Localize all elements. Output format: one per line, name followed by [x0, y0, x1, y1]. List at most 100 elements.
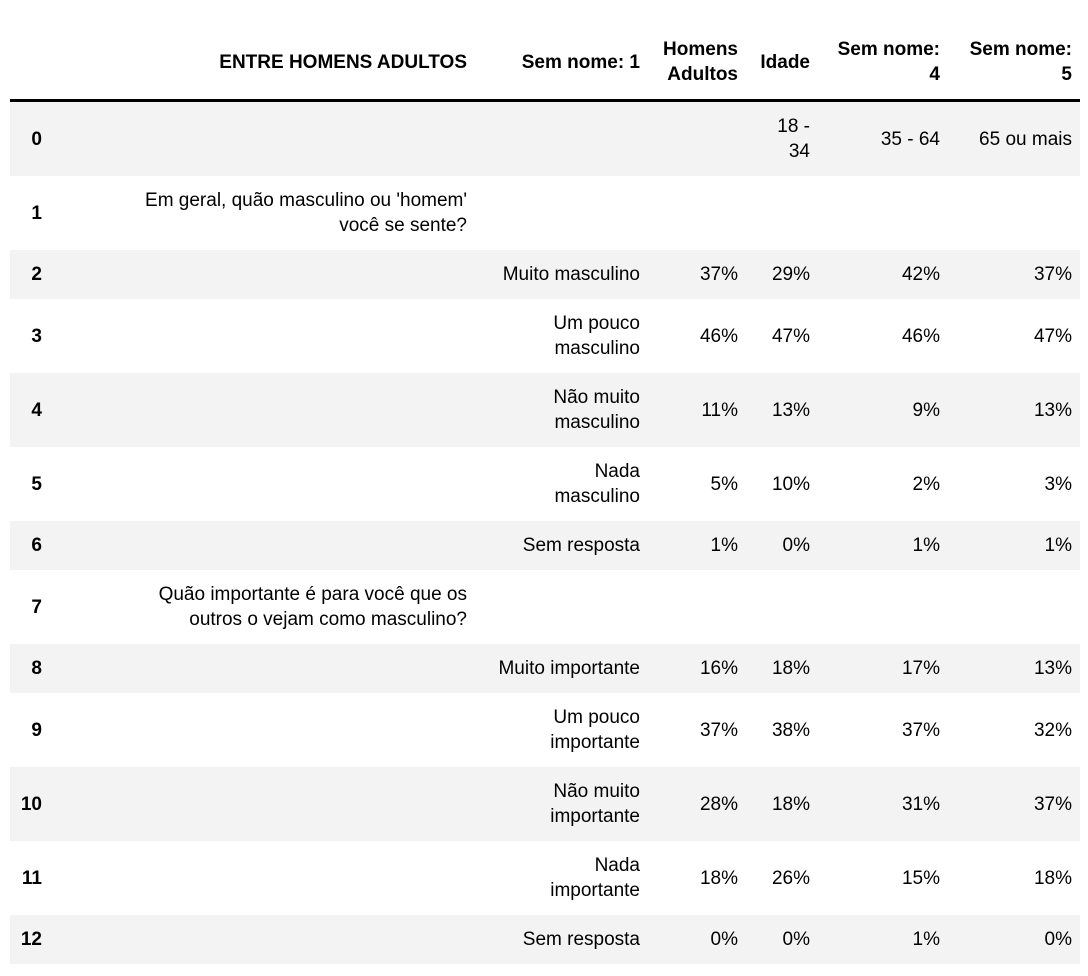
- answer-cell: Não muito masculino: [553, 387, 640, 433]
- value-cell: 16%: [699, 658, 738, 679]
- row-index: 5: [31, 473, 42, 495]
- value-cell: 46%: [699, 325, 738, 347]
- value-cell: 18%: [771, 793, 810, 815]
- header-row: ENTRE HOMENS ADULTOS Sem nome: 1 Homens …: [10, 25, 1080, 102]
- value-cell: 0%: [782, 929, 810, 950]
- question-cell: [50, 101, 475, 177]
- table-row: 12 Sem resposta 0% 0% 1% 0%: [10, 915, 1080, 964]
- value-cell: 15%: [901, 867, 940, 889]
- row-index: 9: [31, 719, 42, 741]
- value-cell: 47%: [771, 325, 810, 347]
- value-cell: [948, 570, 1080, 644]
- table-row: 0 18 - 34 35 - 64 65 ou mais: [10, 100, 1080, 177]
- value-cell: 28%: [699, 793, 738, 815]
- value-cell: 3%: [1044, 473, 1072, 495]
- value-cell: 18%: [1033, 867, 1072, 889]
- answer-cell: [475, 101, 648, 177]
- row-index: 3: [31, 325, 42, 347]
- value-cell: [818, 570, 948, 644]
- value-cell: 46%: [901, 325, 940, 347]
- value-cell: 1%: [912, 929, 940, 950]
- value-cell: 11%: [701, 399, 738, 421]
- value-cell: 37%: [1033, 793, 1072, 815]
- row-index: 11: [21, 867, 42, 889]
- col-header-sem-nome-5: Sem nome: 5: [948, 25, 1080, 102]
- value-cell: [648, 101, 746, 177]
- value-cell: 13%: [1033, 399, 1072, 421]
- value-cell: 37%: [699, 719, 738, 741]
- value-cell: 29%: [771, 264, 810, 285]
- value-cell: 0%: [1044, 929, 1072, 950]
- question-cell: [50, 299, 475, 373]
- answer-cell: Nada importante: [550, 855, 640, 901]
- value-cell: 37%: [901, 719, 940, 741]
- value-cell: 1%: [710, 535, 738, 556]
- value-cell: 42%: [901, 264, 940, 285]
- question-cell: [50, 915, 475, 964]
- table-row: 9 Um pouco importante 37% 38% 37% 32%: [10, 693, 1080, 767]
- value-cell: 37%: [699, 264, 738, 285]
- answer-cell: Não muito importante: [550, 781, 640, 827]
- value-cell: 18%: [771, 658, 810, 679]
- value-cell: 9%: [912, 399, 940, 421]
- row-index: 0: [31, 128, 42, 150]
- question-cell: [50, 841, 475, 915]
- value-cell: [648, 176, 746, 250]
- question-cell: [50, 250, 475, 299]
- value-cell: 5%: [710, 473, 738, 495]
- value-cell: [818, 176, 948, 250]
- table-row: 11 Nada importante 18% 26% 15% 18%: [10, 841, 1080, 915]
- col-header-idade: Idade: [746, 25, 818, 102]
- value-cell: 1%: [1044, 535, 1072, 556]
- value-cell: 26%: [771, 867, 810, 889]
- row-index: 4: [31, 399, 42, 421]
- answer-cell: Um pouco masculino: [553, 313, 640, 359]
- col-header-sem-nome-1: Sem nome: 1: [475, 25, 648, 102]
- table-row: 3 Um pouco masculino 46% 47% 46% 47%: [10, 299, 1080, 373]
- value-cell: [948, 176, 1080, 250]
- value-cell: [746, 176, 818, 250]
- question-cell: [50, 693, 475, 767]
- row-index: 6: [31, 535, 42, 556]
- answer-cell: Sem resposta: [522, 929, 640, 950]
- value-cell: 1%: [912, 535, 940, 556]
- value-cell: [648, 570, 746, 644]
- row-index: 1: [31, 202, 42, 224]
- answer-cell: Muito importante: [498, 658, 640, 679]
- value-cell: 10%: [771, 473, 810, 495]
- notebook-table-page: ENTRE HOMENS ADULTOS Sem nome: 1 Homens …: [0, 25, 1088, 976]
- value-cell: 35 - 64: [880, 128, 940, 150]
- row-index: 12: [20, 929, 42, 950]
- table-row: 5 Nada masculino 5% 10% 2% 3%: [10, 447, 1080, 521]
- question-cell: [50, 447, 475, 521]
- row-index: 8: [31, 658, 42, 679]
- value-cell: 47%: [1033, 325, 1072, 347]
- table-row: 10 Não muito importante 28% 18% 31% 37%: [10, 767, 1080, 841]
- data-table: ENTRE HOMENS ADULTOS Sem nome: 1 Homens …: [10, 25, 1080, 964]
- row-index: 10: [20, 793, 42, 815]
- answer-cell: Nada masculino: [554, 461, 640, 507]
- table-row: 2 Muito masculino 37% 29% 42% 37%: [10, 250, 1080, 299]
- value-cell: 13%: [1033, 658, 1072, 679]
- value-cell: 0%: [782, 535, 810, 556]
- value-cell: 31%: [901, 793, 940, 815]
- value-cell: [746, 570, 818, 644]
- value-cell: 65 ou mais: [979, 128, 1072, 150]
- question-cell: [50, 767, 475, 841]
- value-cell: 32%: [1033, 719, 1072, 741]
- answer-cell: [475, 570, 648, 644]
- value-cell: 18 - 34: [777, 116, 810, 162]
- row-index: 7: [31, 596, 42, 618]
- answer-cell: Um pouco importante: [550, 707, 640, 753]
- index-header: [10, 25, 50, 102]
- table-row: 8 Muito importante 16% 18% 17% 13%: [10, 644, 1080, 693]
- value-cell: 2%: [912, 473, 940, 495]
- table-row: 1 Em geral, quão masculino ou 'homem' vo…: [10, 176, 1080, 250]
- answer-cell: Muito masculino: [502, 264, 640, 285]
- value-cell: 38%: [771, 719, 810, 741]
- question-cell: [50, 521, 475, 570]
- value-cell: 13%: [771, 399, 810, 421]
- value-cell: 0%: [710, 929, 738, 950]
- question-cell: Quão importante é para você que os outro…: [158, 584, 467, 630]
- value-cell: 37%: [1033, 264, 1072, 285]
